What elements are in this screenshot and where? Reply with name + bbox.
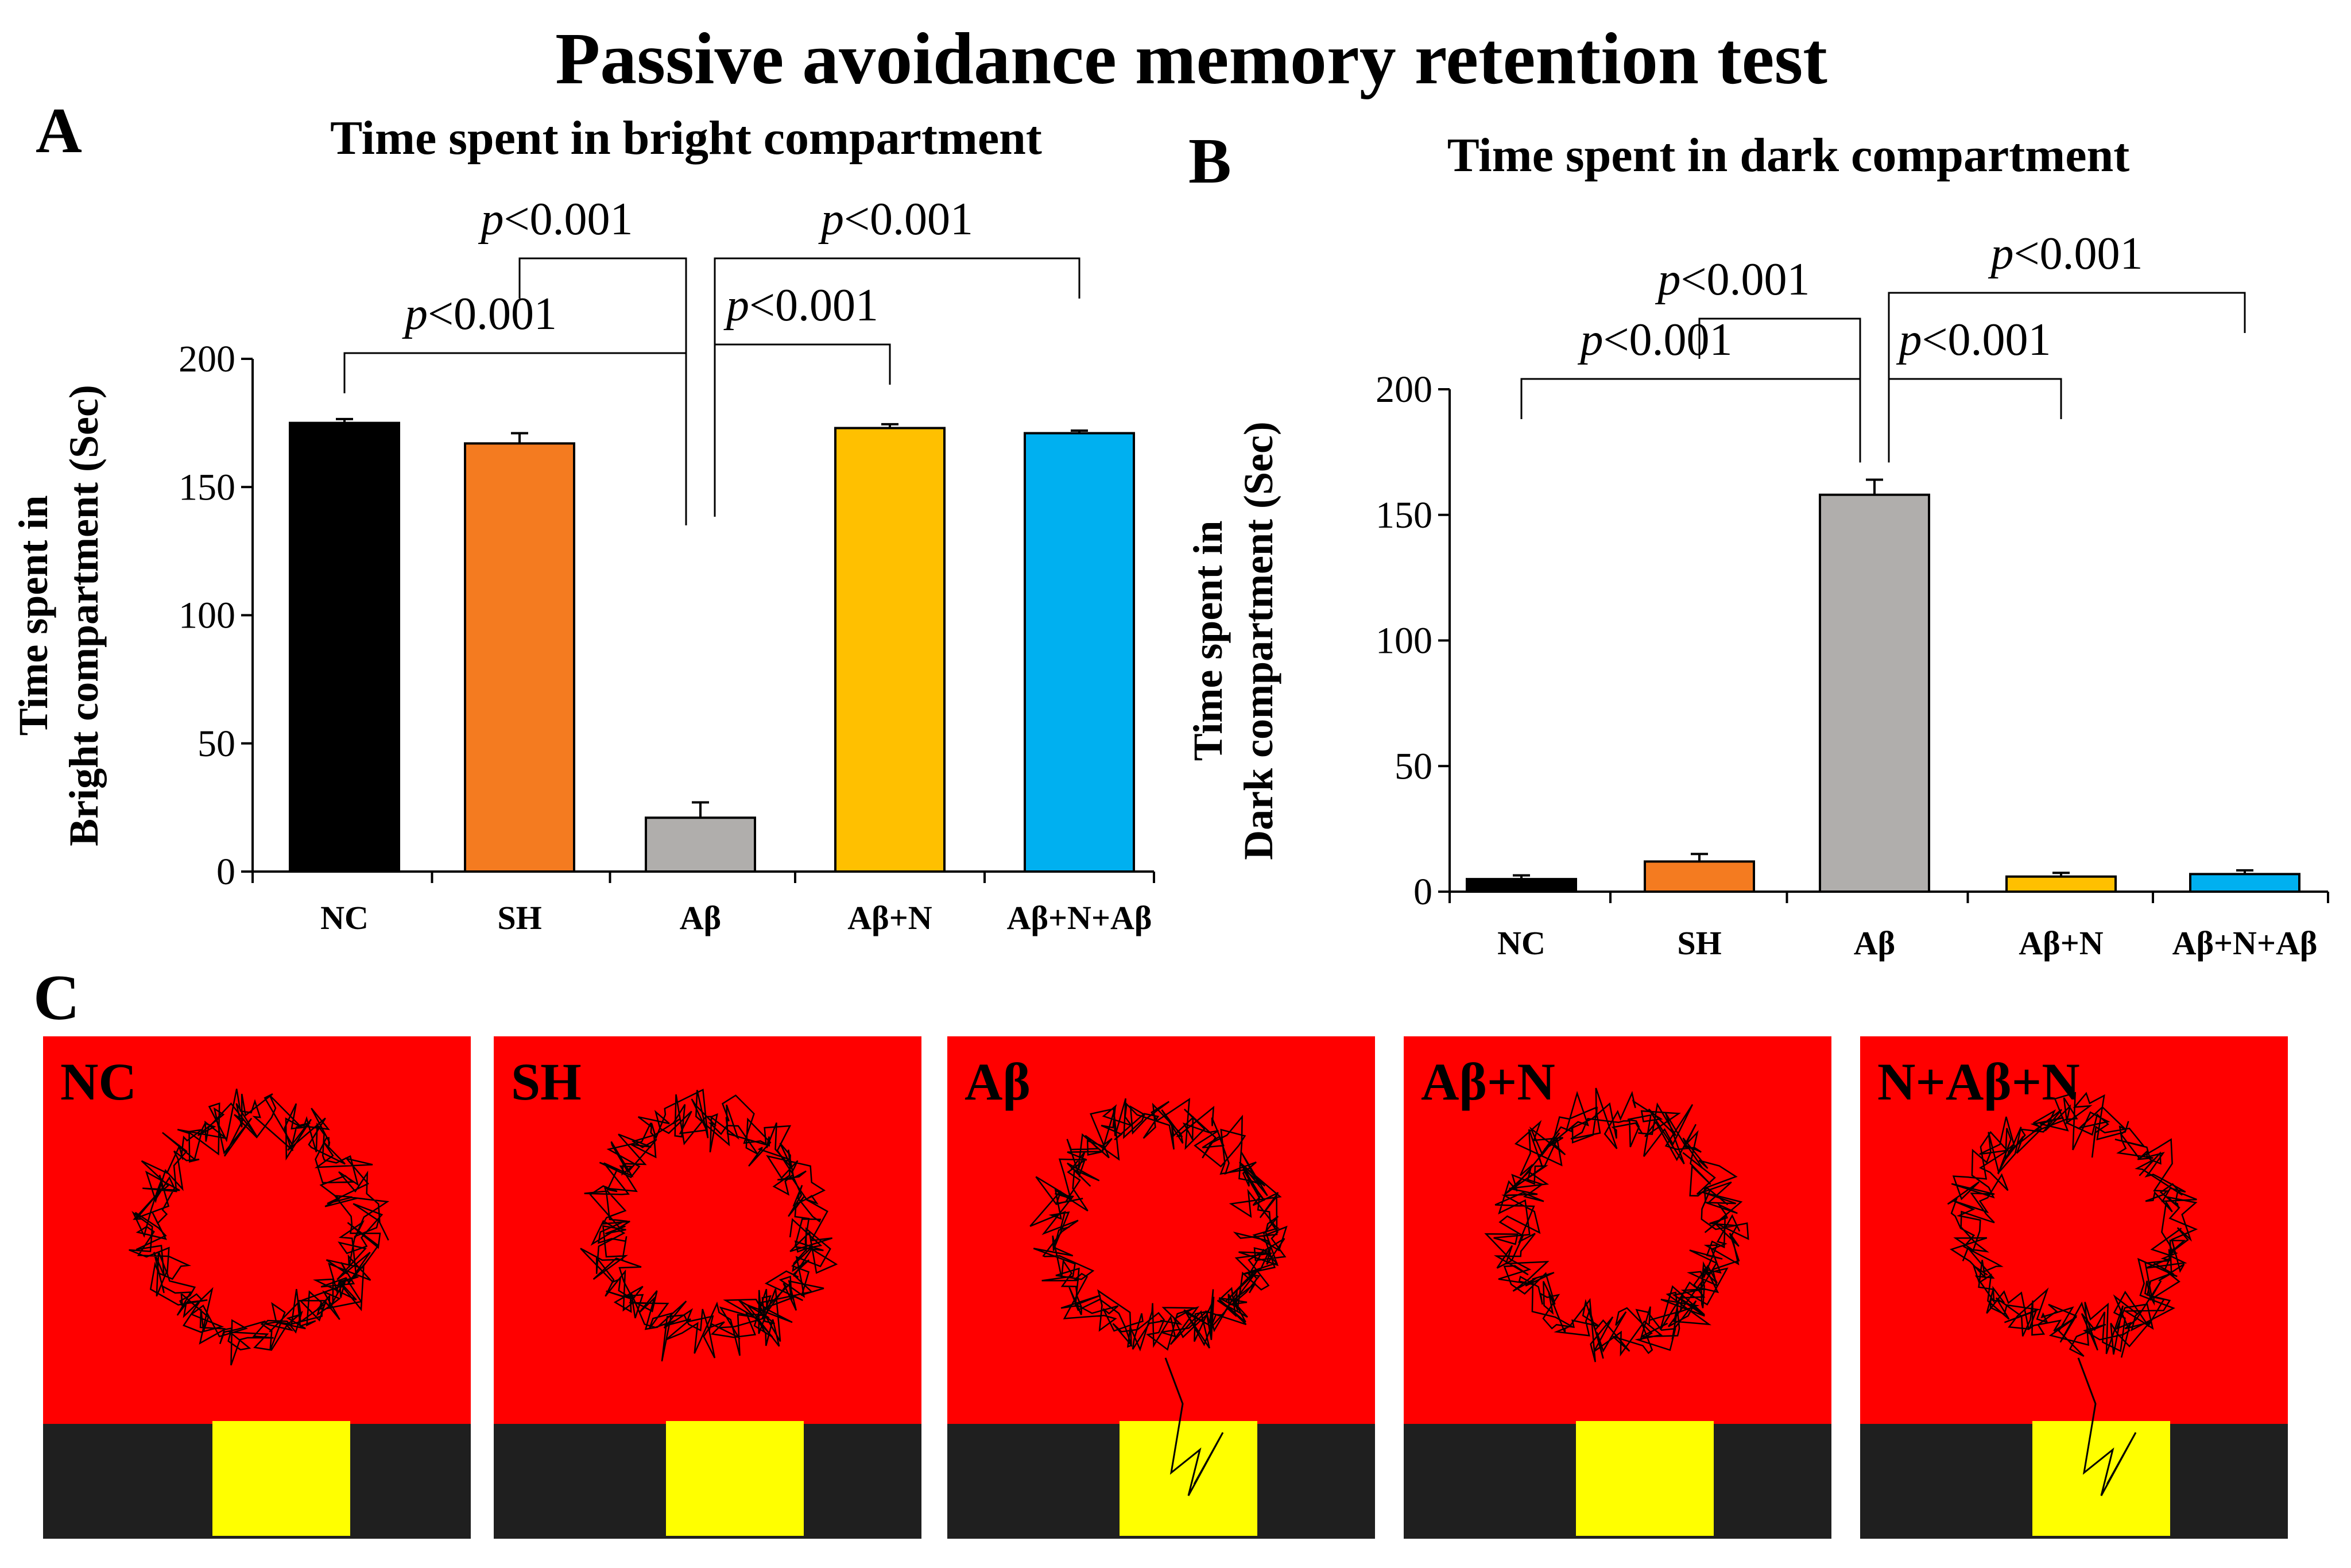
bar-a-3 bbox=[834, 427, 946, 873]
category-label: Aβ bbox=[680, 899, 721, 936]
bar-a-4 bbox=[1024, 432, 1135, 873]
bright-compartment bbox=[43, 1036, 471, 1424]
bar-b-0 bbox=[1466, 878, 1577, 893]
p-value-label: p<0.001 bbox=[1655, 254, 1810, 305]
chart-title-b: Time spent in dark compartment bbox=[1447, 129, 2129, 182]
chart-title-a: Time spent in bright compartment bbox=[330, 111, 1042, 165]
tracking-panel: NC bbox=[43, 1036, 471, 1539]
bar-a-1 bbox=[464, 442, 575, 873]
category-label: Aβ+N+Aβ bbox=[1007, 899, 1152, 936]
movement-track bbox=[1029, 1098, 1288, 1352]
y-tick-label: 150 bbox=[179, 466, 235, 508]
tracking-label: N+Aβ+N bbox=[1877, 1052, 2080, 1111]
y-tick-label: 50 bbox=[1395, 745, 1432, 787]
movement-track bbox=[129, 1089, 390, 1366]
significance-bracket bbox=[1888, 292, 2246, 463]
p-value-label: p<0.001 bbox=[478, 194, 633, 245]
bar-b-1 bbox=[1644, 860, 1755, 893]
y-axis-label-line2-a: Bright compartment (Sec) bbox=[61, 385, 107, 846]
bar-b-3 bbox=[2005, 875, 2117, 893]
category-label: NC bbox=[1497, 924, 1546, 962]
bright-compartment bbox=[1404, 1036, 1831, 1424]
p-value-label: p<0.001 bbox=[1988, 229, 2143, 279]
significance-bracket bbox=[1520, 378, 1861, 463]
tracking-label: SH bbox=[511, 1052, 582, 1111]
tracking-panel: N+Aβ+N bbox=[1860, 1036, 2288, 1539]
bright-compartment bbox=[1860, 1036, 2288, 1424]
y-tick-label: 150 bbox=[1376, 494, 1432, 536]
movement-track bbox=[1484, 1087, 1749, 1362]
bright-compartment bbox=[494, 1036, 921, 1424]
significance-bracket bbox=[1698, 318, 1861, 463]
tracking-label: Aβ+N bbox=[1421, 1052, 1555, 1111]
tracking-label: Aβ bbox=[965, 1052, 1031, 1111]
bar-b-2 bbox=[1819, 493, 1930, 893]
door-opening bbox=[2032, 1421, 2170, 1536]
tracking-panel: Aβ+N bbox=[1404, 1036, 1831, 1539]
door-opening bbox=[1576, 1421, 1714, 1536]
door-opening bbox=[1120, 1421, 1257, 1536]
movement-track bbox=[1947, 1091, 2198, 1358]
tracking-panel: Aβ bbox=[947, 1036, 1375, 1539]
category-label: Aβ+N+Aβ bbox=[2172, 924, 2318, 962]
bar-b-4 bbox=[2189, 873, 2300, 893]
panel-letter-a: A bbox=[36, 95, 82, 167]
significance-bracket bbox=[714, 257, 1080, 431]
significance-bracket bbox=[343, 352, 687, 525]
y-tick-label: 100 bbox=[179, 595, 235, 637]
y-axis-label-line2-b: Dark compartment (Sec) bbox=[1235, 421, 1281, 860]
movement-track bbox=[580, 1089, 838, 1362]
category-label: Aβ+N bbox=[847, 899, 932, 936]
tracking-panels: NC SH Aβ Aβ+N N+Aβ+N bbox=[43, 1036, 2288, 1539]
chart-panel-b: B Time spent in dark compartment 0 50 100 150… bbox=[1185, 126, 2329, 962]
y-tick-label: 100 bbox=[1376, 620, 1432, 662]
category-label: Aβ+N bbox=[2019, 924, 2103, 962]
p-value-label: p<0.001 bbox=[1577, 315, 1732, 365]
significance-bracket bbox=[1888, 378, 2062, 463]
y-tick-label: 0 bbox=[216, 851, 235, 893]
bright-compartment bbox=[947, 1036, 1375, 1424]
y-tick-label: 200 bbox=[1376, 369, 1432, 411]
y-tick-label: 0 bbox=[1413, 871, 1432, 913]
y-tick-label: 50 bbox=[197, 723, 235, 765]
tracking-panel: SH bbox=[494, 1036, 921, 1539]
panel-c-letter: C bbox=[33, 962, 80, 1033]
figure-title: Passive avoidance memory retention test bbox=[555, 18, 1827, 99]
category-label: NC bbox=[320, 899, 369, 936]
entry-track bbox=[1164, 1357, 1224, 1496]
bar-a-2 bbox=[645, 816, 756, 873]
chart-panel-a: A Time spent in bright compartment 0 50 100 1… bbox=[10, 95, 1155, 936]
category-label: SH bbox=[1677, 924, 1721, 962]
p-value-label: p<0.001 bbox=[402, 289, 557, 339]
p-value-label: p<0.001 bbox=[818, 194, 973, 245]
p-value-label: p<0.001 bbox=[723, 280, 878, 331]
y-tick-label: 200 bbox=[179, 338, 235, 380]
door-opening bbox=[212, 1421, 350, 1536]
significance-bracket bbox=[518, 257, 687, 431]
panel-letter-b: B bbox=[1188, 126, 1231, 197]
door-opening bbox=[666, 1421, 804, 1536]
entry-track bbox=[2077, 1357, 2137, 1496]
y-axis-label-line1-b: Time spent in bbox=[1185, 521, 1231, 761]
category-label: Aβ bbox=[1854, 924, 1895, 962]
y-axis-label-line1-a: Time spent in bbox=[10, 495, 56, 736]
bar-a-0 bbox=[289, 421, 400, 873]
p-value-label: p<0.001 bbox=[1896, 315, 2051, 365]
category-label: SH bbox=[497, 899, 541, 936]
tracking-label: NC bbox=[60, 1052, 137, 1111]
